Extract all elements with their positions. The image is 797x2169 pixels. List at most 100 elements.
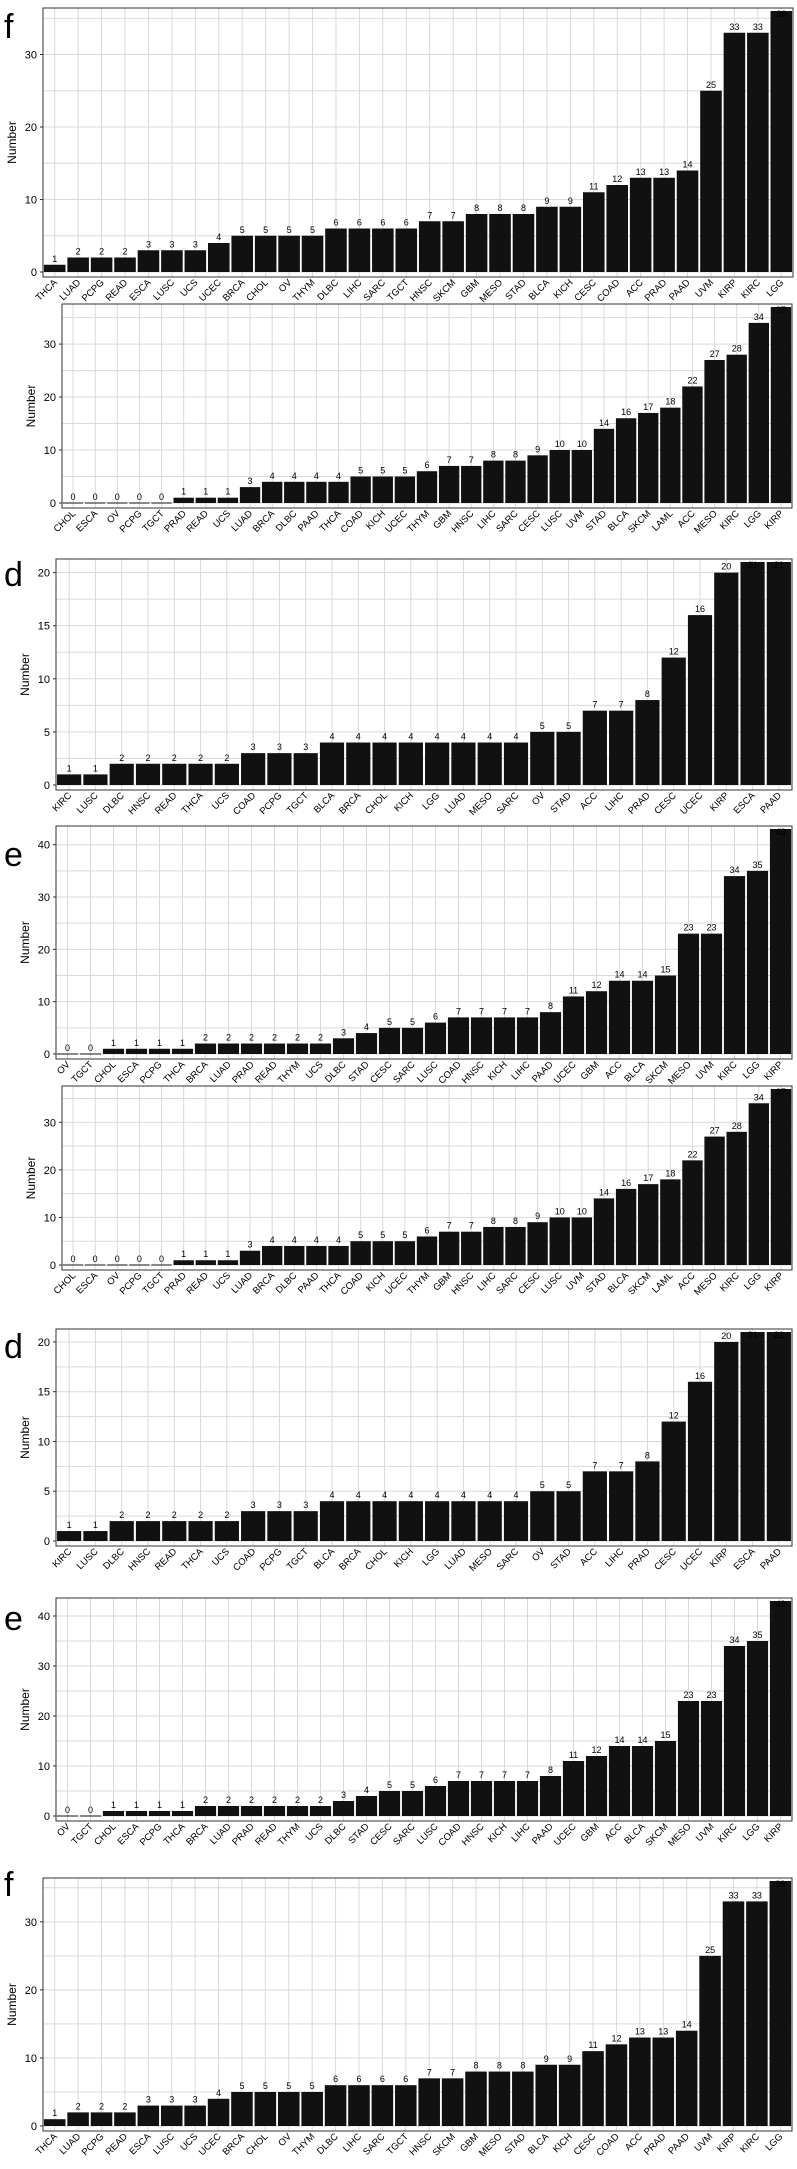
x-tick-label: BLCA: [527, 277, 553, 303]
bar-value-label: 2: [203, 1033, 208, 1043]
bar: [556, 1491, 581, 1541]
x-tick-label: MESO: [666, 1821, 694, 1849]
bar-value-label: 4: [487, 1490, 492, 1500]
x-tick-label: COAD: [595, 277, 622, 304]
x-tick-label: HNSC: [450, 1270, 477, 1297]
bar: [699, 1955, 721, 2126]
bar: [465, 214, 488, 272]
bar-value-label: 5: [387, 1017, 392, 1027]
bar-value-label: 2: [272, 1795, 277, 1805]
x-tick-label: PAAD: [530, 1821, 556, 1847]
bar: [332, 1801, 355, 1816]
bar: [348, 2085, 370, 2126]
bar-value-label: 2: [145, 1510, 150, 1520]
x-tick-label: LGG: [763, 2131, 785, 2153]
bar: [332, 1038, 355, 1054]
x-tick-label: DLBC: [101, 1546, 127, 1572]
bar: [769, 1601, 792, 1816]
x-tick-label: UVM: [694, 1059, 717, 1082]
x-tick-label: LGG: [741, 1821, 763, 1843]
bar-value-label: 1: [225, 487, 230, 497]
bar-value-label: 5: [540, 721, 545, 731]
bar: [746, 1901, 768, 2126]
x-tick-label: READ: [153, 1546, 180, 1573]
x-tick-label: ESCA: [74, 508, 101, 535]
bar: [263, 1806, 286, 1816]
bar-value-label: 10: [577, 439, 587, 449]
x-tick-label: MESO: [666, 1059, 694, 1087]
bar: [677, 1701, 700, 1816]
bar-value-label: 0: [115, 492, 120, 502]
bar: [208, 243, 230, 272]
bar-value-label: 1: [134, 1800, 139, 1810]
bar-value-label: 1: [203, 487, 208, 497]
bar: [660, 1179, 681, 1265]
x-tick-label: SARC: [361, 2131, 388, 2158]
bar: [239, 487, 261, 503]
x-tick-label: CESC: [516, 508, 543, 535]
bar: [79, 1815, 102, 1817]
bar-value-label: 1: [157, 1800, 162, 1810]
y-tick-label: 10: [44, 1212, 56, 1224]
bar: [102, 1048, 125, 1054]
bar-value-label: 1: [52, 254, 57, 264]
bar-value-label: 0: [137, 1254, 142, 1264]
bar: [770, 1089, 792, 1265]
x-tick-label: HNSC: [460, 1821, 487, 1848]
bar-value-label: 1: [134, 1038, 139, 1048]
x-tick-label: PRAD: [230, 1821, 257, 1848]
x-tick-label: BRCA: [184, 1059, 211, 1086]
bar-value-label: 4: [364, 1785, 369, 1795]
bar-value-label: 1: [67, 1520, 72, 1530]
bar: [171, 1811, 194, 1816]
bar-value-label: 8: [521, 203, 526, 213]
bar: [355, 1033, 378, 1054]
bar: [217, 1260, 239, 1265]
bar-value-label: 12: [591, 1745, 601, 1755]
bar-value-label: 7: [427, 2067, 432, 2077]
x-tick-label: STAD: [548, 1546, 573, 1571]
y-tick-label: 20: [25, 122, 37, 134]
bar: [161, 250, 183, 272]
x-tick-label: KIRP: [763, 1270, 786, 1293]
x-tick-label: KICH: [552, 277, 576, 301]
bar: [217, 497, 239, 503]
bar: [675, 2030, 698, 2126]
bar: [631, 1746, 654, 1816]
bar-value-label: 7: [450, 2067, 455, 2077]
x-tick-label: LUAD: [208, 1059, 234, 1085]
bar-value-label: 23: [683, 923, 693, 933]
bar-value-label: 34: [754, 312, 764, 322]
bar: [319, 1501, 345, 1541]
bar-value-label: 2: [76, 247, 81, 257]
bar-value-label: 7: [456, 1770, 461, 1780]
bar: [346, 742, 371, 785]
x-tick-label: DLBC: [323, 1821, 349, 1847]
x-tick-label: READ: [104, 277, 131, 304]
bar: [309, 1806, 332, 1816]
bar: [83, 774, 108, 785]
panel-label: d: [4, 556, 23, 594]
bar: [723, 876, 746, 1054]
bar: [740, 1332, 765, 1541]
x-tick-label: KIRP: [708, 1546, 731, 1569]
x-tick-label: LUSC: [75, 1546, 101, 1572]
bar: [306, 481, 327, 503]
bar-value-label: 6: [424, 1225, 429, 1235]
bar: [530, 1491, 555, 1541]
x-tick-label: SARC: [495, 1546, 522, 1573]
bar: [284, 481, 305, 503]
x-tick-label: DLBC: [274, 1270, 300, 1296]
bar-value-label: 11: [569, 985, 578, 995]
y-axis-label: Number: [5, 121, 19, 164]
bar: [372, 1241, 393, 1265]
bar-value-label: 7: [619, 700, 624, 710]
bar-value-label: 5: [410, 1780, 415, 1790]
bar-value-label: 2: [295, 1795, 300, 1805]
bar: [394, 476, 416, 503]
x-tick-label: HNSC: [450, 508, 477, 535]
bar: [687, 1381, 713, 1541]
bar-value-label: 2: [99, 247, 104, 257]
bar: [442, 221, 464, 272]
